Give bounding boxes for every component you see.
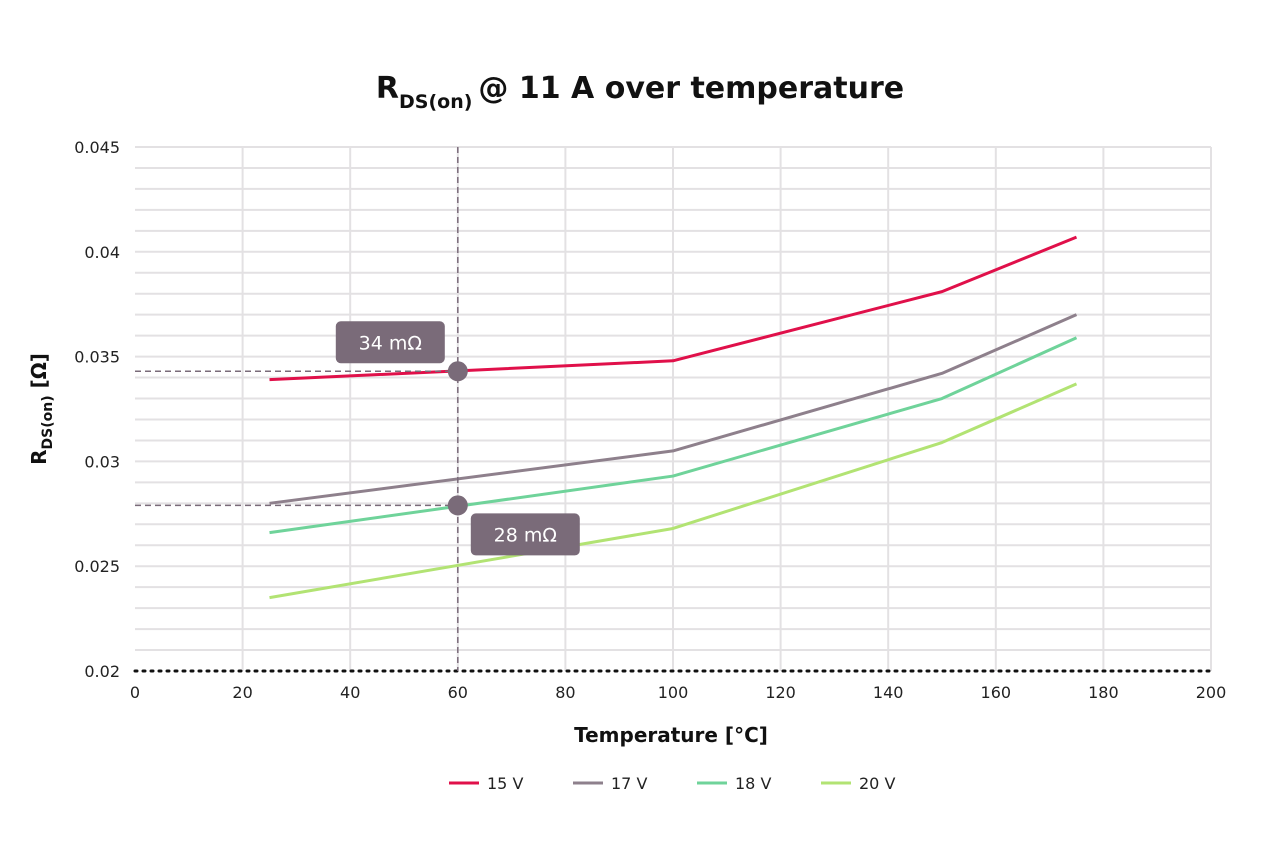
x-tick-labels: 0 20 40 60 80 100 120 140 160 180 200 — [130, 683, 1226, 702]
y-tick-label: 0.02 — [84, 662, 120, 681]
x-tick-label: 180 — [1088, 683, 1119, 702]
x-axis-label: Temperature [°C] — [574, 723, 768, 747]
series-line-18v — [269, 336, 1078, 535]
legend-label: 18 V — [735, 774, 771, 793]
annotation-label: 28 mΩ — [494, 524, 557, 546]
x-tick-label: 0 — [130, 683, 140, 702]
y-tick-label: 0.035 — [74, 348, 120, 367]
annotation-label: 34 mΩ — [359, 332, 422, 354]
chart-title: RDS(on) @ 11 A over temperature — [376, 71, 904, 113]
legend-label: 17 V — [611, 774, 647, 793]
x-tick-label: 120 — [765, 683, 796, 702]
y-tick-label: 0.04 — [84, 243, 120, 262]
grid — [133, 146, 1213, 673]
y-tick-label: 0.025 — [74, 557, 120, 576]
annotation-point — [447, 361, 468, 382]
series-line-17v — [269, 313, 1078, 505]
annotations: 34 mΩ 28 mΩ — [135, 147, 580, 671]
x-tick-label: 160 — [981, 683, 1012, 702]
series-lines — [269, 235, 1078, 600]
legend-label: 20 V — [859, 774, 895, 793]
y-axis-label: RDS(on) [Ω] — [27, 353, 56, 465]
annotation-point — [447, 495, 468, 516]
x-tick-label: 60 — [448, 683, 468, 702]
legend-label: 15 V — [487, 774, 523, 793]
legend: 15 V 17 V 18 V 20 V — [449, 774, 895, 793]
x-tick-label: 80 — [555, 683, 575, 702]
y-tick-labels: 0.02 0.025 0.03 0.035 0.04 0.045 — [74, 138, 120, 681]
x-tick-label: 140 — [873, 683, 904, 702]
x-tick-label: 100 — [658, 683, 689, 702]
annotation-box — [335, 321, 445, 364]
annotation-box — [470, 513, 580, 556]
series-line-20v — [269, 382, 1078, 600]
y-tick-label: 0.045 — [74, 138, 120, 157]
x-tick-label: 40 — [340, 683, 360, 702]
y-tick-label: 0.03 — [84, 452, 120, 471]
x-tick-label: 200 — [1196, 683, 1227, 702]
series-line-15v — [269, 235, 1078, 382]
x-tick-label: 20 — [232, 683, 252, 702]
